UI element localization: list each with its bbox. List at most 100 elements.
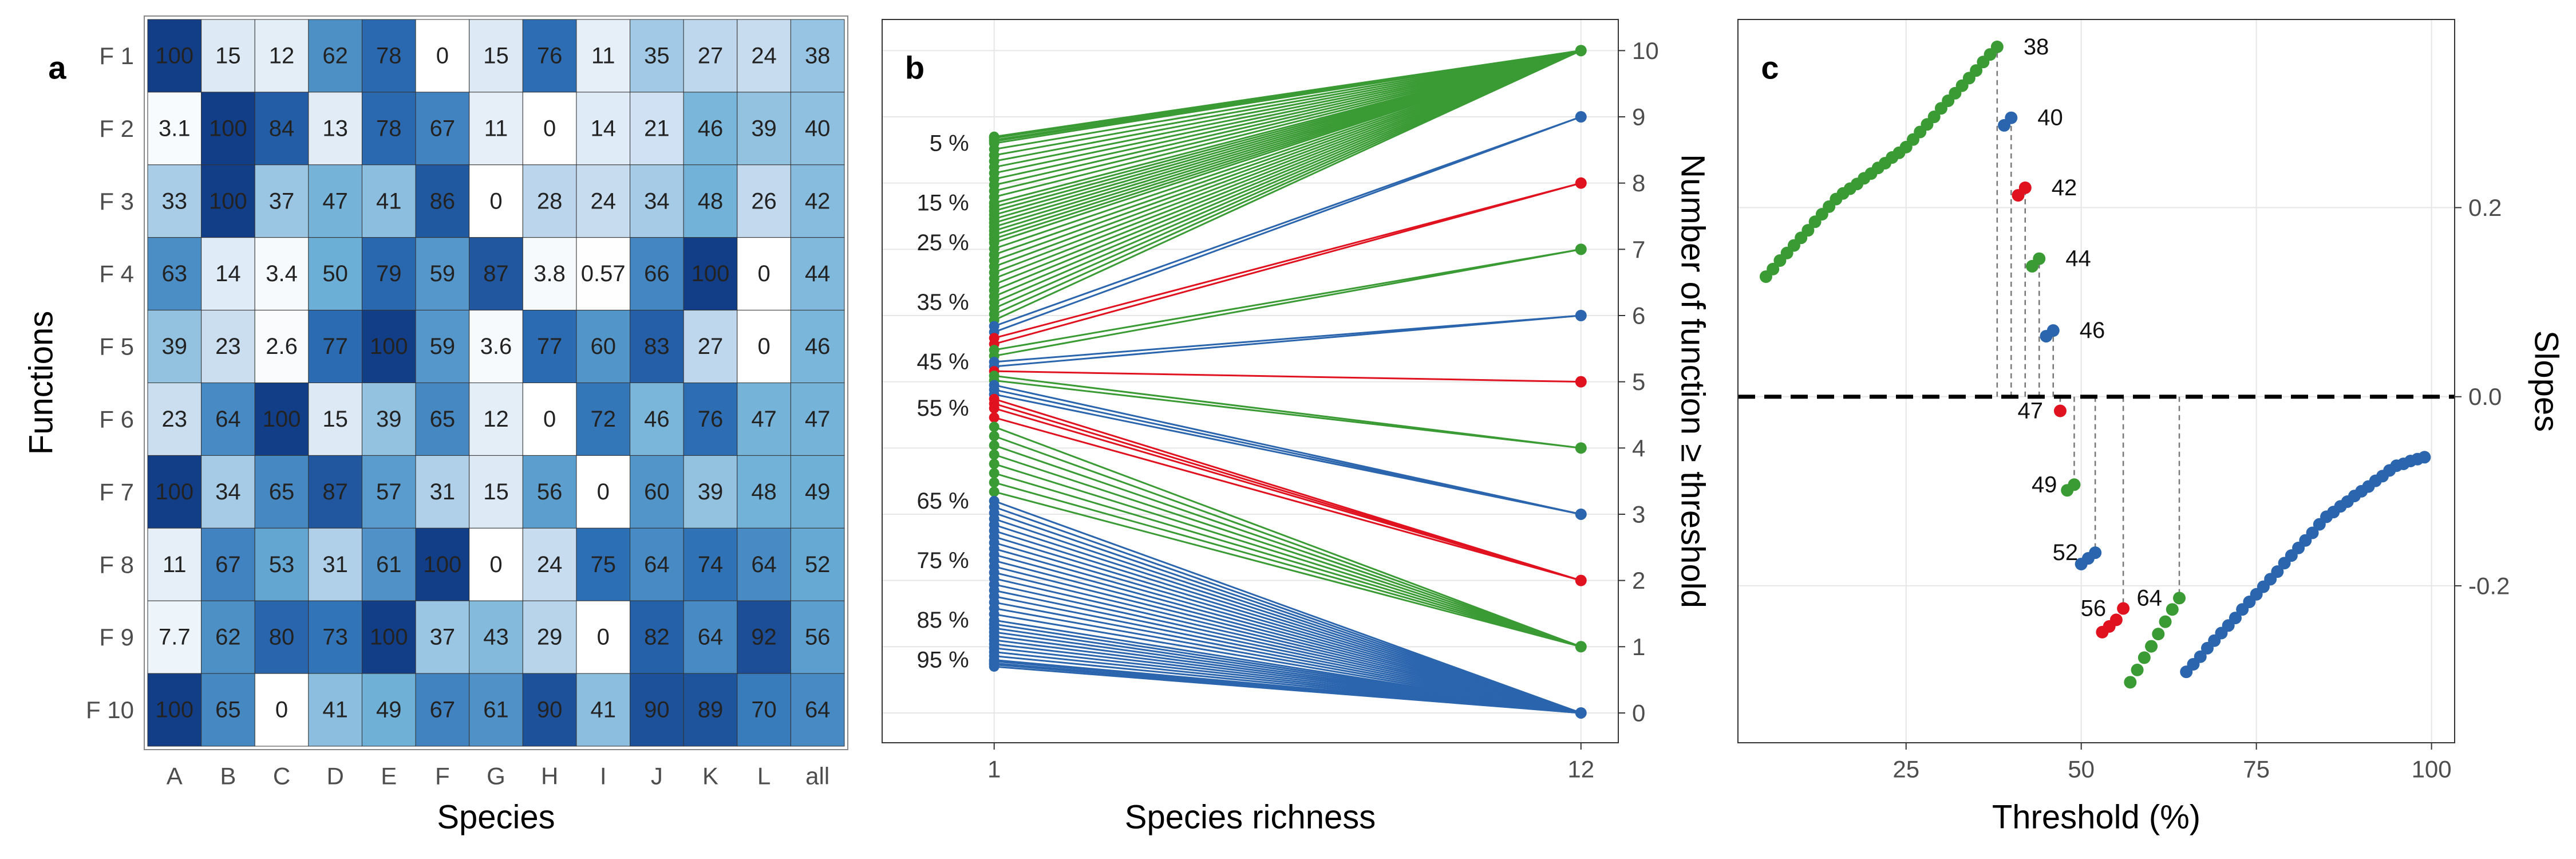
slope-line (994, 116, 1582, 333)
x-tick-label: C (273, 763, 290, 790)
heatmap-cell (630, 455, 684, 529)
heatmap-cell (630, 310, 684, 383)
point (2068, 478, 2081, 491)
cell-label: 61 (376, 552, 402, 577)
cell-label: 0.57 (581, 261, 626, 286)
cell-label: 47 (322, 188, 348, 214)
point (2418, 451, 2431, 464)
slope-line (994, 49, 1582, 291)
slope-line (994, 49, 1582, 267)
heatmap-cell (361, 673, 416, 747)
cell-label: 59 (430, 261, 456, 286)
heatmap-cell (630, 383, 684, 456)
heatmap-cell (469, 455, 523, 529)
cell-label: 0 (543, 407, 556, 432)
heatmap-cell (737, 673, 791, 747)
heatmap-cell (308, 237, 362, 311)
heatmap-cell (469, 310, 523, 383)
cell-label: 29 (537, 625, 563, 650)
cell-label: 87 (483, 261, 509, 286)
heatmap-cell (147, 383, 202, 456)
slope-line (994, 559, 1582, 714)
heatmap-cell (254, 455, 309, 529)
y-tick-label: 7 (1632, 236, 1645, 263)
heatmap-cell (683, 237, 738, 311)
point (2306, 526, 2319, 539)
point (2229, 612, 2242, 625)
heatmap-cell (361, 527, 416, 601)
slope-line (994, 49, 1582, 256)
annotation-label: 38 (2024, 34, 2049, 60)
end-point (1575, 309, 1587, 321)
heatmap-cell (576, 455, 631, 529)
cell-label: 65 (269, 479, 295, 505)
point (2131, 663, 2144, 676)
slope-line (994, 49, 1582, 316)
heatmap-cell (254, 92, 309, 166)
slope-line (994, 379, 1581, 449)
heatmap-cell (630, 600, 684, 674)
cell-label: 89 (698, 698, 724, 723)
cell-label: 64 (805, 698, 831, 723)
cell-label: 65 (215, 698, 241, 723)
heatmap-cell (522, 92, 577, 166)
y-tick-label: 10 (1632, 37, 1659, 64)
heatmap-cell (737, 92, 791, 166)
slope-line (994, 49, 1582, 151)
slope-line (994, 49, 1582, 286)
cell-label: 41 (322, 698, 348, 723)
heatmap-cell (576, 310, 631, 383)
heatmap-cell (790, 92, 845, 166)
slope-line (994, 49, 1582, 309)
cell-label: 80 (269, 625, 295, 650)
slope-line (994, 472, 1582, 648)
cell-label: 100 (424, 552, 462, 577)
panel-label: b (905, 50, 924, 86)
threshold-label: 85 % (917, 608, 969, 633)
start-point (989, 477, 999, 488)
slope-line (994, 565, 1582, 714)
heatmap-cell (576, 383, 631, 456)
start-point (989, 421, 999, 432)
cell-label: 100 (209, 188, 247, 214)
x-tick-label: 100 (2412, 756, 2452, 783)
cell-label: 84 (269, 116, 295, 141)
x-axis-title: Species richness (1125, 799, 1376, 836)
cell-label: 14 (590, 116, 616, 141)
slope-line (994, 463, 1582, 648)
end-point (1575, 641, 1587, 653)
heatmap-cell (737, 164, 791, 238)
y-tick-label: F 5 (99, 333, 134, 360)
heatmap-cell (201, 310, 255, 383)
threshold-label: 45 % (917, 349, 969, 375)
x-tick-label: G (487, 763, 505, 790)
slope-line (994, 454, 1582, 648)
cell-label: 11 (591, 43, 615, 68)
annotation-label: 64 (2137, 585, 2163, 610)
heatmap-cell (147, 237, 202, 311)
annotation-label: 46 (2080, 318, 2105, 343)
end-point (1575, 442, 1587, 454)
heatmap-cell (308, 600, 362, 674)
cell-label: 3.1 (159, 116, 191, 141)
cell-label: 46 (644, 407, 670, 432)
cell-label: 50 (322, 261, 348, 286)
slope-line (994, 416, 1582, 582)
cell-label: 67 (215, 552, 241, 577)
annotation-label: 47 (2017, 399, 2043, 424)
cell-label: 3.4 (266, 261, 298, 286)
heatmap-cell (522, 600, 577, 674)
annotation-label: 56 (2081, 596, 2107, 621)
y-axis-title: Number of function ≥ threshold (1674, 154, 1712, 608)
x-axis-title: Species (437, 799, 555, 836)
heatmap-cell (683, 527, 738, 601)
cell-label: 82 (644, 625, 670, 650)
heatmap-cell (201, 164, 255, 238)
cell-label: 64 (698, 625, 724, 650)
cell-label: 92 (751, 625, 777, 650)
slope-line (994, 248, 1582, 351)
start-point (989, 468, 999, 479)
cell-label: 66 (644, 261, 670, 286)
slope-line (994, 572, 1582, 714)
heatmap-cell (201, 19, 255, 93)
